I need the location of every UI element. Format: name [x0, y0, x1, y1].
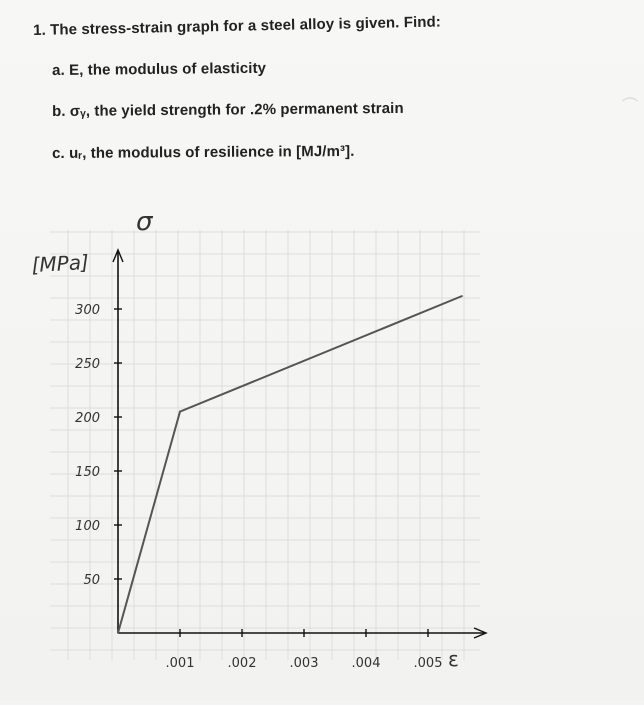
y-axis-unit: [MPa]: [31, 250, 89, 277]
problem-statement: 1. The stress-strain graph for a steel a…: [0, 0, 644, 190]
labels: σ [MPa] ε: [31, 207, 459, 671]
y-axis-arrow: [112, 248, 124, 263]
scan-artifact: ⌒: [621, 98, 638, 115]
axes: [112, 248, 488, 639]
x-axis-arrow: [473, 627, 488, 639]
x-tick-label: .003: [290, 656, 319, 671]
y-axis-symbol: σ: [136, 207, 154, 237]
curve-point: [461, 295, 463, 297]
curve-point: [117, 632, 119, 634]
x-tick-label: .002: [228, 656, 257, 671]
part-c: c. uᵣ, the modulus of resilience in [MJ/…: [52, 142, 355, 162]
y-tick-label: 50: [83, 573, 100, 588]
curve-point: [179, 410, 181, 413]
series: [117, 295, 463, 634]
x-tick-label: .005: [414, 656, 443, 671]
y-tick-label: 250: [75, 357, 100, 372]
grid: [50, 230, 480, 660]
problem-heading: 1. The stress-strain graph for a steel a…: [33, 13, 442, 39]
part-a: a. E, the modulus of elasticity: [52, 59, 267, 79]
ticks: 50 100 150 200 250 300 .001 .002 .003 .004 .005: [75, 303, 442, 671]
x-axis-symbol: ε: [448, 647, 459, 671]
y-tick-label: 200: [75, 411, 100, 426]
chart-svg: 50 100 150 200 250 300 .001 .002 .003 .004 .005 σ …: [31, 207, 488, 671]
x-tick-label: .004: [352, 656, 381, 671]
y-tick-label: 150: [75, 465, 100, 480]
x-tick-label: .001: [166, 656, 195, 671]
stress-strain-graph: 50 100 150 200 250 300 .001 .002 .003 .004 .005 σ …: [0, 190, 644, 700]
y-tick-label: 300: [75, 303, 100, 318]
stress-strain-curve: [117, 295, 463, 634]
y-tick-label: 100: [75, 519, 100, 534]
part-b: b. σᵧ, the yield strength for .2% perman…: [52, 99, 404, 120]
